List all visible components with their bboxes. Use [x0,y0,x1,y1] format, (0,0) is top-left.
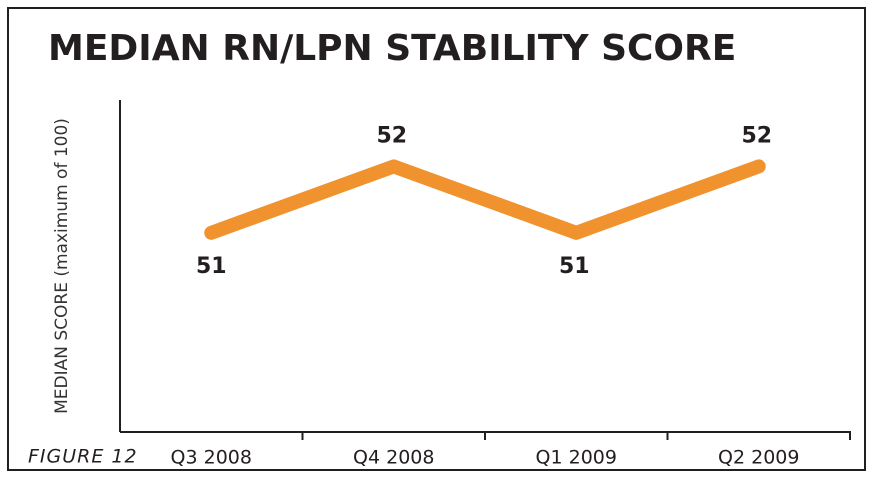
y-axis-label: MEDIAN SCORE (maximum of 100) [52,118,72,414]
x-tick-label: Q4 2008 [353,447,434,469]
line [204,159,766,240]
data-label: 52 [376,123,407,148]
frame [7,7,866,471]
chart-title: MEDIAN RN/LPN STABILITY SCORE [48,28,736,69]
x-tick-label: Q1 2009 [536,447,617,469]
x-tick-label: Q3 2008 [171,447,252,469]
data-label: 51 [559,254,590,279]
figure-caption: FIGURE 12 [28,446,138,468]
data-label: 51 [196,254,227,279]
data-label: 52 [741,123,772,148]
x-tick-label: Q2 2009 [718,447,799,469]
